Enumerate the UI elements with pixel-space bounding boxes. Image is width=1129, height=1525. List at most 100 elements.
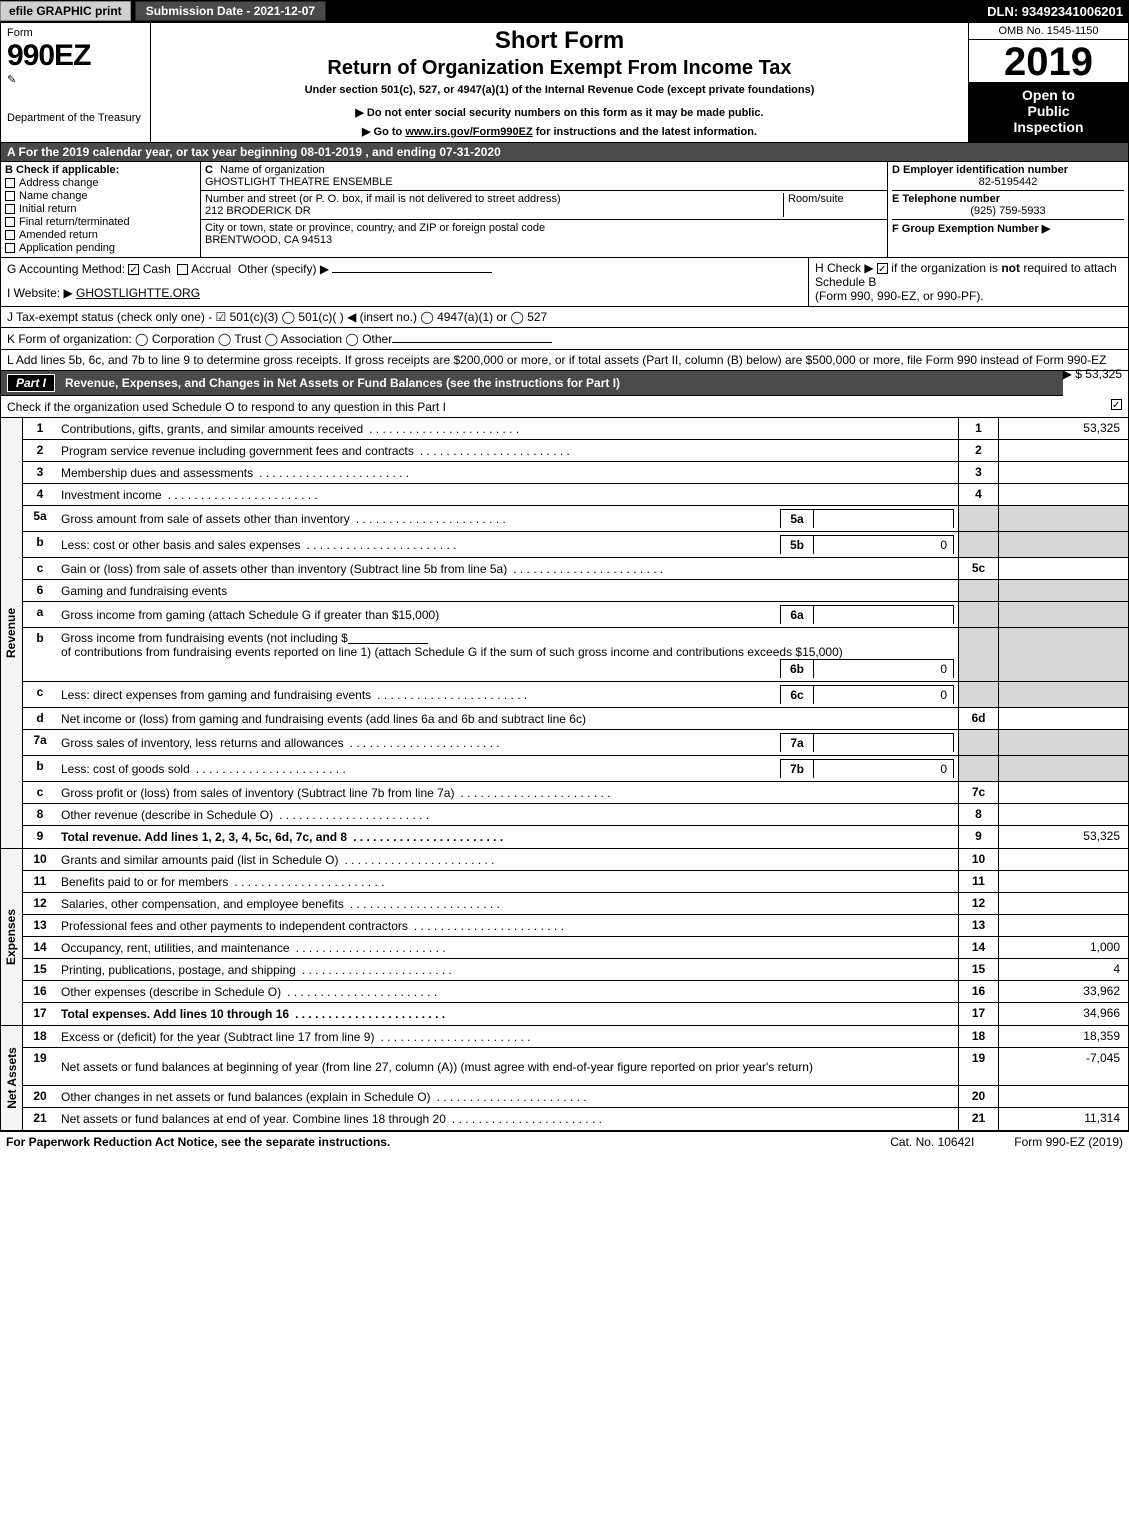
goto-instructions: ▶ Go to www.irs.gov/Form990EZ for instru… (159, 125, 960, 138)
txt-3: Membership dues and assessments (57, 462, 958, 483)
return-of-title: Return of Organization Exempt From Incom… (159, 57, 960, 80)
val-10 (998, 849, 1128, 870)
top-bar: efile GRAPHIC print Submission Date - 20… (0, 0, 1129, 22)
chk-accrual[interactable] (177, 264, 188, 275)
no-5b: b (23, 532, 57, 557)
chk-schedule-o[interactable] (1111, 399, 1122, 410)
tax-year: 2019 (969, 40, 1128, 83)
form-wrapper: Form 990EZ ✎ Department of the Treasury … (0, 22, 1129, 1132)
box-d: D Employer identification number 82-5195… (888, 162, 1128, 257)
val-5b-shade (998, 532, 1128, 557)
expenses-vlabel: Expenses (1, 849, 23, 1025)
val-8 (998, 804, 1128, 825)
chk-initial-return[interactable] (5, 204, 15, 214)
col-13: 13 (958, 915, 998, 936)
mini-6b-val: 0 (814, 659, 954, 678)
col-2: 2 (958, 440, 998, 461)
no-10: 10 (23, 849, 57, 870)
h-text4: (Form 990, 990-EZ, or 990-PF). (815, 289, 984, 303)
h-not: not (1001, 261, 1020, 275)
irs-link[interactable]: www.irs.gov/Form990EZ (405, 126, 532, 138)
name-label: Name of organization (220, 164, 325, 176)
val-13 (998, 915, 1128, 936)
submission-date-button[interactable]: Submission Date - 2021-12-07 (135, 1, 326, 21)
no-6b: b (23, 628, 57, 681)
col-20: 20 (958, 1086, 998, 1107)
col-15: 15 (958, 959, 998, 980)
f-label: F Group Exemption Number ▶ (892, 222, 1124, 235)
mini-7a-no: 7a (780, 733, 814, 752)
ein-value: 82-5195442 (892, 176, 1124, 188)
col-5a-shade (958, 506, 998, 531)
val-7c (998, 782, 1128, 803)
chk-h[interactable] (877, 263, 888, 274)
no-18: 18 (23, 1026, 57, 1047)
no-2: 2 (23, 440, 57, 461)
chk-amended-return[interactable] (5, 230, 15, 240)
lbl-other: Other (specify) ▶ (238, 262, 329, 276)
col-12: 12 (958, 893, 998, 914)
mini-7a-val (814, 733, 954, 752)
netassets-vlabel: Net Assets (1, 1026, 23, 1130)
no-3: 3 (23, 462, 57, 483)
val-18: 18,359 (998, 1026, 1128, 1047)
txt-15: Printing, publications, postage, and shi… (57, 959, 958, 980)
mini-6a-val (814, 605, 954, 624)
part-i-sub: Check if the organization used Schedule … (1, 396, 1128, 418)
mini-6b-no: 6b (780, 659, 814, 678)
mini-5b-val: 0 (814, 535, 954, 554)
val-11 (998, 871, 1128, 892)
no-15: 15 (23, 959, 57, 980)
val-17: 34,966 (998, 1003, 1128, 1025)
mini-7b-no: 7b (780, 759, 814, 778)
col-7b-shade (958, 756, 998, 781)
line-k-other-field[interactable] (392, 331, 552, 343)
no-13: 13 (23, 915, 57, 936)
line-k-text: K Form of organization: ◯ Corporation ◯ … (7, 332, 392, 346)
mini-6a-no: 6a (780, 605, 814, 624)
no-11: 11 (23, 871, 57, 892)
chk-name-change[interactable] (5, 191, 15, 201)
no-1: 1 (23, 418, 57, 439)
chk-final-return[interactable] (5, 217, 15, 227)
efile-print-button[interactable]: efile GRAPHIC print (0, 1, 131, 21)
no-20: 20 (23, 1086, 57, 1107)
txt-10: Grants and similar amounts paid (list in… (57, 849, 958, 870)
no-5c: c (23, 558, 57, 579)
box-b: B Check if applicable: Address change Na… (1, 162, 201, 257)
txt-7b: Less: cost of goods sold7b0 (57, 756, 958, 781)
chk-address-change[interactable] (5, 178, 15, 188)
txt-7a: Gross sales of inventory, less returns a… (57, 730, 958, 755)
val-20 (998, 1086, 1128, 1107)
val-15: 4 (998, 959, 1128, 980)
header-abc-block: B Check if applicable: Address change Na… (1, 162, 1128, 258)
chk-cash[interactable] (128, 264, 139, 275)
fundraising-amt-field[interactable] (348, 632, 428, 644)
lbl-name-change: Name change (19, 190, 88, 202)
header-left: Form 990EZ ✎ Department of the Treasury (1, 23, 151, 142)
no-17: 17 (23, 1003, 57, 1025)
txt-5a: Gross amount from sale of assets other t… (57, 506, 958, 531)
lbl-final-return: Final return/terminated (19, 216, 130, 228)
val-6d (998, 708, 1128, 729)
no-6d: d (23, 708, 57, 729)
other-specify-field[interactable] (332, 261, 492, 273)
footer-cat: Cat. No. 10642I (890, 1135, 974, 1149)
val-2 (998, 440, 1128, 461)
no-6a: a (23, 602, 57, 627)
header-right: OMB No. 1545-1150 2019 Open to Public In… (968, 23, 1128, 142)
col-4: 4 (958, 484, 998, 505)
val-6a-shade (998, 602, 1128, 627)
val-6b-shade (998, 628, 1128, 681)
txt-20: Other changes in net assets or fund bala… (57, 1086, 958, 1107)
do-not-enter: ▶ Do not enter social security numbers o… (159, 106, 960, 119)
line-l-text: L Add lines 5b, 6c, and 7b to line 9 to … (7, 353, 1106, 367)
val-9: 53,325 (998, 826, 1128, 848)
line-a-tax-year: A For the 2019 calendar year, or tax yea… (1, 143, 1128, 162)
street-value: 212 BRODERICK DR (205, 205, 311, 217)
txt-4: Investment income (57, 484, 958, 505)
chk-application-pending[interactable] (5, 243, 15, 253)
txt-8: Other revenue (describe in Schedule O) (57, 804, 958, 825)
h-label: H (815, 261, 824, 275)
col-9: 9 (958, 826, 998, 848)
